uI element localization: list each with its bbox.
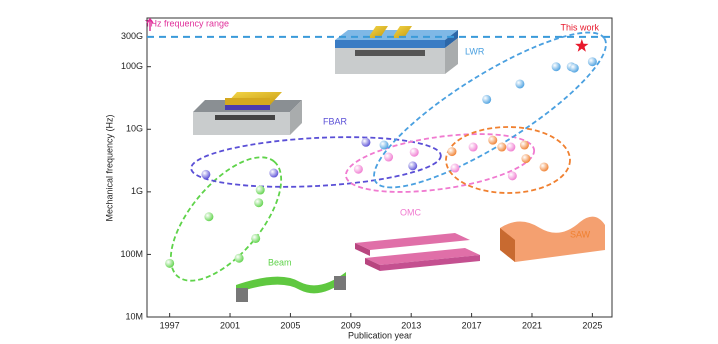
data-point — [269, 168, 279, 178]
group-outline — [344, 133, 536, 193]
data-point — [569, 63, 579, 73]
x-tick-label: 2013 — [401, 320, 421, 330]
reference-arrow — [146, 17, 154, 31]
data-point — [165, 258, 175, 268]
x-tick-label: 2025 — [582, 320, 602, 330]
x-tick-label: 1997 — [160, 320, 180, 330]
x-axis-label: Publication year — [348, 330, 412, 340]
group-outline — [445, 126, 571, 194]
x-tick-label: 2017 — [462, 320, 482, 330]
group-label: FBAR — [323, 116, 348, 126]
data-point — [204, 212, 214, 222]
data-point — [468, 142, 478, 152]
group-outline — [373, 31, 607, 189]
data-point — [251, 233, 261, 243]
data-point — [587, 57, 597, 67]
reference-label: THz frequency range — [145, 18, 229, 28]
y-tick-label: 100M — [120, 249, 143, 259]
x-tick-label: 2001 — [220, 320, 240, 330]
data-point — [234, 253, 244, 263]
group-label: SAW — [570, 229, 591, 239]
saw-illustration — [500, 216, 605, 262]
data-point — [506, 142, 516, 152]
data-point — [515, 79, 525, 89]
data-point — [450, 163, 460, 173]
data-point — [482, 94, 492, 104]
group-label: Beam — [268, 257, 292, 267]
data-point — [254, 198, 264, 208]
data-point — [497, 142, 507, 152]
data-point — [521, 154, 531, 164]
plot-frame — [146, 17, 613, 318]
data-point — [408, 161, 418, 171]
data-point — [201, 169, 211, 179]
data-point — [353, 164, 363, 174]
lwr-illustration — [335, 26, 458, 74]
omc-illustration — [355, 233, 480, 271]
data-point — [488, 135, 498, 145]
y-tick-label: 1G — [131, 186, 143, 196]
y-tick-label: 10G — [126, 124, 143, 134]
group-outline — [190, 136, 442, 188]
data-point — [379, 140, 389, 150]
x-tick-label: 2009 — [341, 320, 361, 330]
data-point — [447, 147, 457, 157]
data-point — [507, 171, 517, 181]
data-point — [539, 162, 549, 172]
fbar-illustration — [193, 92, 302, 135]
data-point — [255, 185, 265, 195]
beam-illustration — [236, 272, 346, 302]
group-outline — [169, 156, 283, 282]
y-tick-label: 10M — [125, 311, 143, 321]
y-tick-label: 300G — [121, 31, 143, 41]
highlight-label: This work — [561, 22, 600, 32]
group-label: OMC — [400, 207, 421, 217]
data-point — [361, 137, 371, 147]
data-point — [519, 140, 529, 150]
data-point — [409, 147, 419, 157]
data-point — [384, 152, 394, 162]
y-axis-label: Mechanical frequency (Hz) — [104, 114, 114, 221]
data-point — [551, 62, 561, 72]
y-tick-label: 100G — [121, 61, 143, 71]
x-tick-label: 2021 — [522, 320, 542, 330]
group-label: LWR — [465, 46, 485, 56]
highlight-point — [575, 39, 589, 52]
x-tick-label: 2005 — [280, 320, 300, 330]
